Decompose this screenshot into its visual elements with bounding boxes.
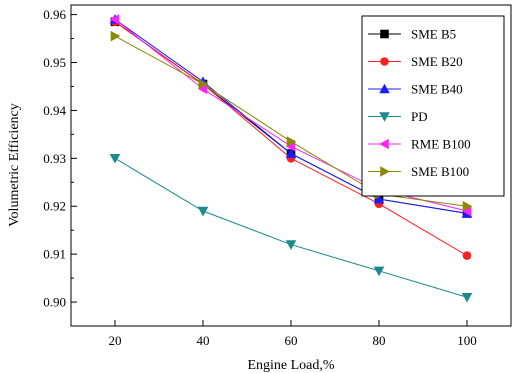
x-tick-label: 100 bbox=[457, 333, 477, 348]
data-point-pd bbox=[197, 206, 209, 217]
y-tick-label: 0.95 bbox=[43, 55, 66, 70]
legend-item-sme-b20: SME B20 bbox=[368, 54, 463, 69]
axis-ticks: 20 40 60 80 100 0.90 0.91 0.92 0.93 0.94 0.95 0.96 bbox=[43, 7, 477, 348]
legend: SME B5 SME B20 SME B40 PD RME B100 SME B100 bbox=[361, 15, 505, 197]
y-axis-title: Volumetric Efficiency bbox=[7, 103, 22, 227]
y-tick-label: 0.90 bbox=[43, 295, 66, 310]
x-tick-label: 20 bbox=[109, 333, 122, 348]
data-point-pd bbox=[461, 292, 473, 303]
data-point-rme-b100 bbox=[461, 205, 472, 217]
x-tick-label: 60 bbox=[285, 333, 298, 348]
legend-label: SME B40 bbox=[411, 82, 463, 97]
y-tick-label: 0.94 bbox=[43, 103, 66, 118]
data-point-sme-b40 bbox=[373, 193, 385, 204]
legend-marker bbox=[380, 166, 390, 177]
data-point-sme-b100 bbox=[462, 200, 473, 212]
legend-marker bbox=[379, 83, 390, 94]
legend-label: RME B100 bbox=[411, 137, 471, 152]
legend-box bbox=[361, 15, 505, 197]
x-axis-title: Engine Load,% bbox=[247, 358, 334, 373]
data-point-rme-b100 bbox=[285, 141, 296, 152]
data-point-sme-b20 bbox=[462, 251, 472, 260]
data-point-sme-b100 bbox=[286, 136, 297, 147]
legend-label: SME B5 bbox=[411, 27, 456, 42]
legend-marker bbox=[379, 138, 389, 150]
legend-item-sme-b40: SME B40 bbox=[368, 82, 463, 97]
x-tick-label: 40 bbox=[197, 333, 210, 348]
y-tick-label: 0.96 bbox=[43, 7, 66, 22]
legend-item-sme-b5: SME B5 bbox=[368, 27, 456, 42]
legend-label: PD bbox=[411, 109, 428, 124]
x-tick-label: 80 bbox=[373, 333, 386, 348]
legend-label: SME B100 bbox=[411, 164, 469, 179]
data-point-rme-b100 bbox=[109, 14, 120, 25]
data-point-pd bbox=[285, 240, 297, 250]
data-point-pd bbox=[109, 154, 121, 164]
series-pd bbox=[109, 154, 473, 303]
legend-item-rme-b100: RME B100 bbox=[368, 137, 471, 152]
data-point-rme-b100 bbox=[197, 83, 208, 95]
data-point-sme-b100 bbox=[110, 30, 121, 42]
legend-marker bbox=[379, 112, 390, 122]
series-layer bbox=[109, 14, 473, 303]
y-tick-label: 0.91 bbox=[43, 247, 66, 262]
legend-label: SME B20 bbox=[411, 54, 463, 69]
y-tick-label: 0.93 bbox=[43, 151, 66, 166]
data-point-sme-b40 bbox=[285, 148, 297, 158]
y-tick-label: 0.92 bbox=[43, 199, 66, 214]
data-point-pd bbox=[373, 266, 385, 277]
data-point-sme-b100 bbox=[198, 78, 209, 90]
legend-item-sme-b100: SME B100 bbox=[368, 164, 469, 179]
legend-marker bbox=[380, 57, 389, 66]
legend-marker bbox=[380, 29, 389, 39]
legend-item-pd: PD bbox=[368, 109, 428, 124]
